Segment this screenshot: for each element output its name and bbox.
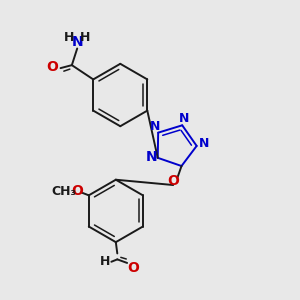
Text: N: N [178, 112, 189, 125]
Text: O: O [46, 60, 58, 74]
Text: H: H [64, 31, 74, 44]
Text: H: H [80, 31, 91, 44]
Text: O: O [127, 261, 139, 275]
Text: N: N [71, 35, 83, 49]
Text: N: N [199, 137, 209, 150]
Text: O: O [72, 184, 83, 198]
Text: H: H [100, 255, 111, 268]
Text: CH₃: CH₃ [51, 185, 76, 198]
Text: O: O [167, 175, 179, 188]
Text: N: N [150, 120, 160, 133]
Text: N: N [146, 150, 157, 164]
